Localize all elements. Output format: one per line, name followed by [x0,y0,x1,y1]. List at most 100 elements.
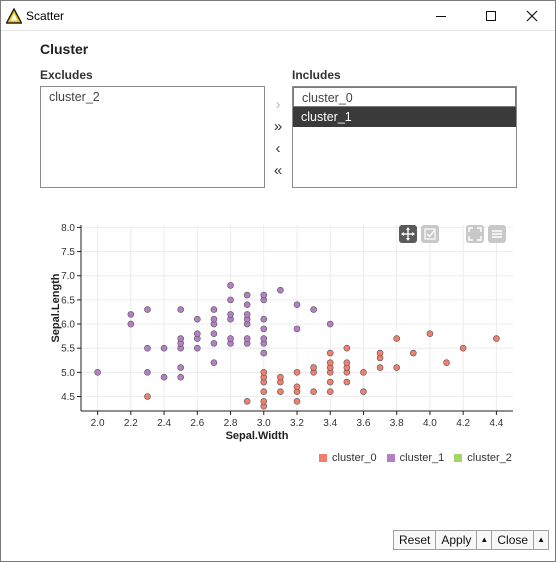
apply-button[interactable]: Apply [435,530,478,550]
x-tick-label: 3.4 [323,418,337,429]
scatter-point-cluster-0 [443,359,450,366]
selection-tool-button[interactable] [421,225,439,243]
y-tick-label: 5.0 [61,368,75,379]
x-tick-label: 2.2 [124,418,138,429]
scatter-point-cluster-0 [343,359,351,366]
footer-buttons: Reset Apply ▲ Close ▲ [393,530,550,550]
scatter-point-cluster-1 [127,320,135,328]
scatter-point-cluster-0 [493,335,500,342]
list-item-selected[interactable]: cluster_1 [293,107,516,127]
remove-button[interactable]: ‹ [275,140,281,157]
scatter-point-cluster-1 [210,306,218,313]
legend-label: cluster_0 [332,452,377,464]
caret-up-icon: ▲ [537,535,546,544]
list-item[interactable]: cluster_0 [293,87,516,107]
includes-label: Includes [292,68,341,82]
scatter-point-cluster-0 [293,369,301,376]
scatter-point-cluster-1 [243,301,251,309]
scatter-point-cluster-0 [326,349,334,357]
scatter-point-cluster-1 [177,364,184,371]
legend-swatch [454,454,463,462]
x-tick-label: 4.2 [456,418,470,429]
x-tick-label: 3.2 [290,418,304,429]
excludes-label: Excludes [40,68,93,82]
scatter-point-cluster-1 [260,315,268,323]
scatter-point-cluster-1 [260,349,268,357]
legend-item-cluster-0[interactable]: cluster_0 [319,452,377,464]
list-item[interactable]: cluster_2 [49,90,100,104]
scatter-point-cluster-1 [194,315,201,323]
caret-up-icon: ▲ [480,535,489,544]
legend-item-cluster-2[interactable]: cluster_2 [454,452,512,464]
x-tick-label: 3.8 [390,418,404,429]
y-tick-label: 8.0 [61,223,75,234]
minimize-button[interactable] [418,1,464,31]
scatter-point-cluster-1 [260,325,268,333]
fullscreen-button[interactable] [466,225,484,243]
scatter-point-cluster-0 [376,364,384,371]
scatter-point-cluster-0 [410,349,417,357]
x-tick-label: 4.0 [423,418,437,429]
scatter-chart[interactable]: 2.0 2.2 2.4 2.6 2.8 3.0 3.2 3.4 3.6 3.8 4.0 4.2 4.4 4… [45,219,525,444]
remove-all-button[interactable]: « [273,162,283,179]
x-tick-label: 2.4 [157,418,171,429]
scatter-point-cluster-0 [144,393,151,400]
chart-legend: cluster_0 cluster_1 cluster_2 [319,452,512,464]
scatter-point-cluster-1 [177,373,184,381]
scatter-point-cluster-1 [243,311,251,318]
scatter-point-cluster-0 [426,330,434,338]
includes-list[interactable]: cluster_0 cluster_1 [292,86,517,188]
scatter-point-cluster-1 [293,325,301,333]
close-options-button[interactable]: ▲ [533,530,550,550]
legend-swatch [319,454,327,462]
close-button[interactable]: Close [491,530,535,550]
scatter-point-cluster-0 [260,369,268,376]
warning-triangle-icon [6,8,22,24]
scatter-point-cluster-1 [326,320,334,328]
chart-menu-button[interactable] [488,225,506,243]
scatter-point-cluster-1 [194,344,201,352]
x-tick-label: 2.0 [91,418,105,429]
close-window-button[interactable] [509,1,555,31]
scatter-point-cluster-0 [260,398,268,405]
scatter-point-cluster-0 [343,344,351,352]
scatter-point-cluster-1 [210,330,218,338]
scatter-point-cluster-1 [210,340,218,347]
window-title: Scatter [26,9,65,23]
scatter-point-cluster-1 [243,335,251,342]
apply-options-button[interactable]: ▲ [476,530,493,550]
legend-swatch [386,454,395,462]
scatter-point-cluster-0 [376,349,384,357]
x-tick-label: 3.6 [357,418,371,429]
scatter-point-cluster-0 [293,398,301,405]
scatter-point-cluster-0 [459,344,467,352]
pan-tool-button[interactable] [399,225,417,243]
scatter-point-cluster-1 [127,311,135,318]
scatter-point-cluster-1 [210,359,218,366]
legend-item-cluster-1[interactable]: cluster_1 [386,452,444,464]
x-tick-label: 2.6 [190,418,204,429]
scatter-point-cluster-1 [260,335,268,342]
maximize-button[interactable] [468,1,514,31]
scatter-point-cluster-0 [277,373,284,381]
scatter-point-cluster-0 [360,388,367,395]
legend-label: cluster_2 [467,452,512,464]
fullscreen-icon [468,227,482,241]
scatter-point-cluster-0 [393,364,400,371]
add-all-button[interactable]: » [273,118,283,135]
scatter-point-cluster-0 [326,359,334,366]
excludes-list[interactable]: cluster_2 [40,86,265,188]
scatter-point-cluster-0 [326,388,334,395]
menu-icon [492,230,502,238]
x-tick-label: 4.4 [489,418,503,429]
close-icon [526,10,538,22]
y-tick-label: 6.5 [61,295,75,306]
title-bar: Scatter [1,1,555,31]
section-title: Cluster [40,41,89,57]
reset-button[interactable]: Reset [393,530,437,550]
scatter-point-cluster-1 [277,286,284,294]
add-button[interactable]: › [275,96,281,113]
scatter-point-cluster-0 [293,383,301,391]
scatter-point-cluster-1 [227,296,234,304]
